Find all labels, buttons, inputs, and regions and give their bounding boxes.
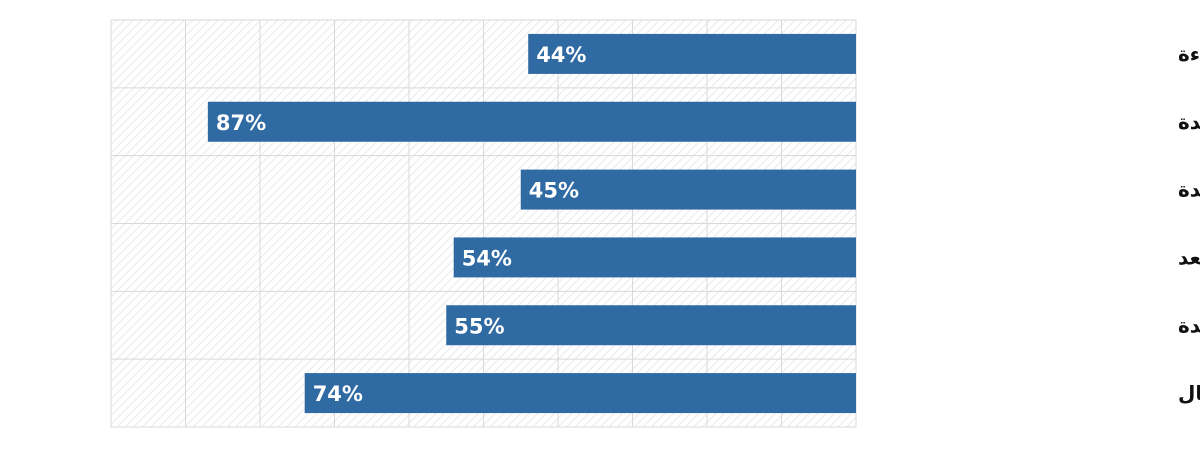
bar bbox=[207, 101, 857, 142]
bar bbox=[304, 373, 856, 414]
bar-value-label: 87% bbox=[216, 111, 266, 135]
bar-value-label: 54% bbox=[462, 246, 512, 270]
bar-value-label: 44% bbox=[536, 43, 586, 67]
bar bbox=[528, 33, 856, 74]
bars-group: 44% 87% 45% 54% 55% 74% bbox=[207, 33, 857, 414]
bar-value-label: 74% bbox=[313, 382, 363, 406]
bar bbox=[453, 237, 856, 278]
category-label: عمليات تجارية أكثر كفاءة bbox=[1178, 40, 1200, 66]
category-label: خفض تكاليف الأعمال bbox=[1178, 380, 1200, 405]
bar bbox=[520, 169, 856, 210]
category-label: تحسين العمل عن بعد bbox=[1178, 245, 1200, 269]
category-label: إنشاء منتجات وخدمات جديدة bbox=[1178, 178, 1200, 202]
category-label: توفير ميزة تجارية جديدة bbox=[1178, 313, 1200, 337]
category-labels-group: عمليات تجارية أكثر كفاءة ابتكار نماذج أعم… bbox=[1178, 40, 1200, 405]
bar-value-label: 45% bbox=[529, 179, 579, 203]
category-label: ابتكار نماذج أعمال جديدة bbox=[1178, 108, 1200, 134]
bar-value-label: 55% bbox=[454, 314, 504, 338]
grid-lines bbox=[110, 19, 857, 428]
bar bbox=[446, 305, 856, 346]
